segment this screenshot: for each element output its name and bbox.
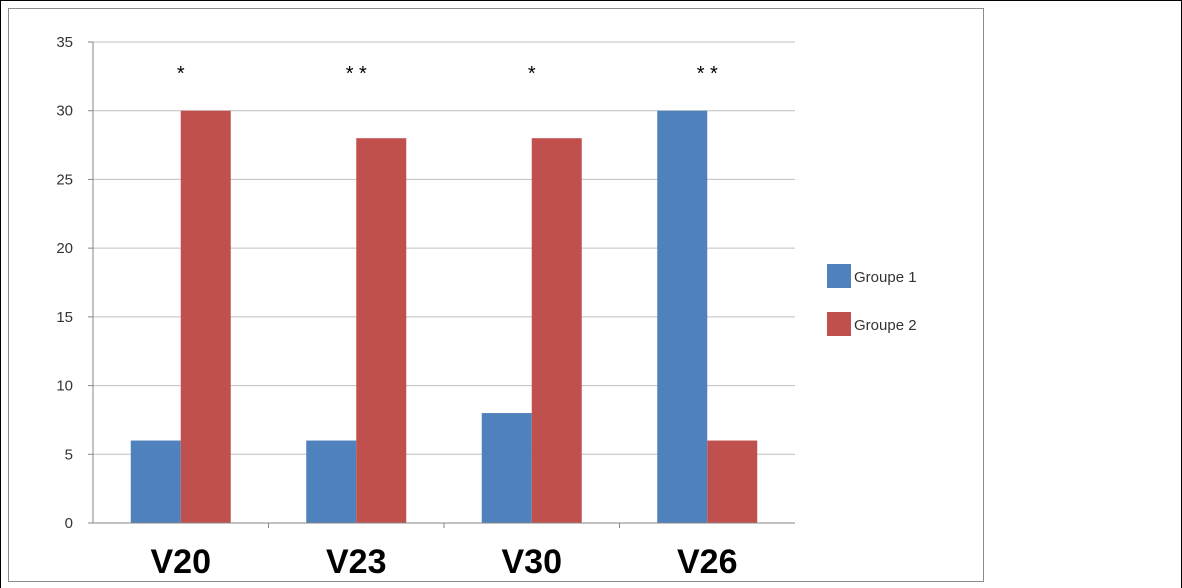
y-tick-labels: 0 5 10 15 20 25 30 35 [56,34,73,532]
y-tick-label: 30 [56,103,73,120]
bar-v30-series-1 [481,413,532,523]
y-tick-label: 35 [56,34,73,51]
y-tick-label: 15 [56,309,73,326]
legend-label-series-2: Groupe 2 [854,317,917,334]
bar-v20-series-2 [180,110,231,523]
axes [88,41,795,528]
y-tick-label: 5 [65,446,73,463]
bars [130,110,758,523]
chart-frame: 0 5 10 15 20 25 30 35 V20 V23 V30 V26 * * * * * * Gro… [8,8,984,582]
bar-v26-series-2 [707,440,758,523]
y-tick-label: 10 [56,378,73,395]
legend: Groupe 1 Groupe 2 [827,264,917,336]
bar-v30-series-2 [531,138,582,523]
y-tick-label: 20 [56,240,73,257]
x-category-labels: V20 V23 V30 V26 [151,543,738,581]
significance-stars: * * [346,63,367,85]
bar-v23-series-2 [356,138,407,523]
y-tick-label: 25 [56,171,73,188]
bar-v26-series-1 [657,110,708,523]
x-category-label: V20 [151,543,212,581]
significance-stars: * [528,63,536,85]
bar-chart: 0 5 10 15 20 25 30 35 V20 V23 V30 V26 * * * * * * Gro… [56,34,917,581]
x-category-label: V30 [502,543,563,581]
y-tick-label: 0 [65,515,73,532]
outer-left-border [0,0,1,588]
x-category-label: V23 [326,543,387,581]
legend-label-series-1: Groupe 1 [854,269,917,286]
bar-v23-series-1 [306,440,357,523]
x-category-label: V26 [677,543,738,581]
bar-v20-series-1 [130,440,181,523]
significance-stars: * [177,63,185,85]
legend-swatch-series-1 [827,264,851,288]
significance-annotations: * * * * * * [177,63,718,85]
legend-swatch-series-2 [827,312,851,336]
significance-stars: * * [697,63,718,85]
outer-top-border [0,0,1182,1]
